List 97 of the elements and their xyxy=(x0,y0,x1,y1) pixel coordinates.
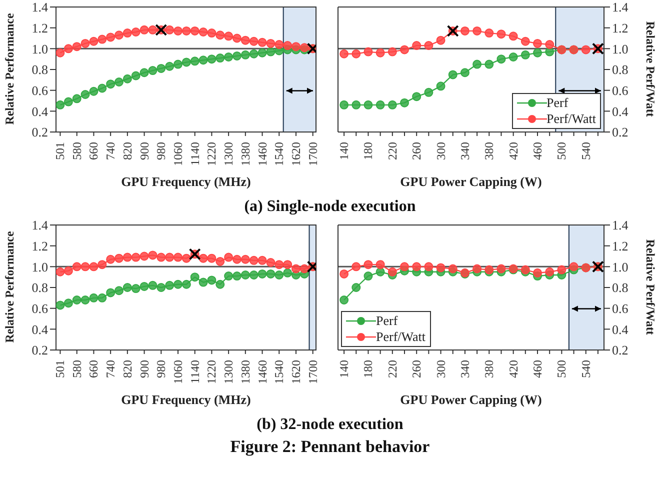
x-tick-label: 820 xyxy=(120,142,134,160)
x-tick-label: 1540 xyxy=(272,360,286,384)
y-axis-title: Relative Performance xyxy=(2,231,18,343)
caption: Figure 2: Pennant behavior xyxy=(229,436,431,458)
x-tick-label: 220 xyxy=(385,142,400,160)
x-tick-label: 420 xyxy=(506,360,520,378)
x-tick-label: 501 xyxy=(53,360,68,378)
y2-tick-label: 1.0 xyxy=(612,259,628,274)
x-tick-label: 460 xyxy=(530,142,544,160)
x-tick-label: 1700 xyxy=(306,142,320,166)
x-tick-label: 580 xyxy=(70,360,84,378)
y2-tick-label: 0.4 xyxy=(612,322,629,337)
x-tick-label: 380 xyxy=(482,142,496,160)
x-tick-label: 220 xyxy=(385,360,400,378)
y-tick-label: 1.4 xyxy=(32,0,48,15)
x-tick-label: 660 xyxy=(86,142,101,160)
x-tick-label: 460 xyxy=(530,360,544,378)
x-tick-label: 1300 xyxy=(222,360,236,384)
y-tick-label: 1.4 xyxy=(32,218,48,233)
x-tick-label: 1220 xyxy=(204,360,219,384)
y2-tick-label: 1.0 xyxy=(612,41,628,56)
y2-tick-label: 0.6 xyxy=(612,82,629,98)
y-tick-label: 0.4 xyxy=(32,322,48,337)
y2-tick-label: 1.2 xyxy=(612,238,628,254)
x-tick-label: 1460 xyxy=(255,142,270,166)
legend-label: Perf/Watt xyxy=(546,111,596,127)
x-tick-label: 500 xyxy=(554,360,569,378)
x-tick-label: 740 xyxy=(104,142,118,160)
x-tick-label: 1620 xyxy=(288,360,303,384)
y-tick-label: 1.2 xyxy=(32,20,48,36)
x-tick-label: 580 xyxy=(70,142,84,160)
y2-tick-label: 0.2 xyxy=(612,124,628,140)
x-tick-label: 1300 xyxy=(222,142,236,166)
x-tick-label: 1060 xyxy=(170,142,185,166)
y-axis-title: Relative Performance xyxy=(2,13,18,125)
x-tick-label: 300 xyxy=(434,360,448,378)
x-tick-label: 1620 xyxy=(288,142,303,166)
x-axis-title: GPU Power Capping (W) xyxy=(399,174,543,190)
y2-tick-label: 1.4 xyxy=(612,0,629,15)
x-tick-label: 1380 xyxy=(238,142,252,166)
x-tick-label: 980 xyxy=(154,142,168,160)
y2-tick-label: 0.6 xyxy=(612,300,629,316)
x-tick-label: 540 xyxy=(578,360,593,378)
x-tick-label: 380 xyxy=(482,360,496,378)
x-tick-label: 1060 xyxy=(170,360,185,384)
x-tick-label: 1140 xyxy=(188,142,202,166)
x-tick-label: 140 xyxy=(337,142,352,160)
x-tick-label: 1700 xyxy=(306,360,320,384)
y-tick-label: 0.6 xyxy=(32,82,48,98)
x-tick-label: 740 xyxy=(104,360,118,378)
legend-label: Perf xyxy=(376,313,398,329)
text: (b) 32-node execution xyxy=(256,415,404,435)
y2-tick-label: 0.2 xyxy=(612,342,628,358)
x-tick-label: 1540 xyxy=(272,142,286,166)
y2-tick-label: 1.4 xyxy=(612,218,629,233)
y-tick-label: 0.4 xyxy=(32,104,48,119)
x-tick-label: 1460 xyxy=(255,360,270,384)
y-tick-label: 0.2 xyxy=(32,124,48,140)
y-tick-label: 0.6 xyxy=(32,300,48,316)
x-tick-label: 540 xyxy=(578,142,593,160)
x-tick-label: 1140 xyxy=(188,360,202,384)
y-tick-label: 1.2 xyxy=(32,238,48,254)
legend-label: Perf xyxy=(546,95,568,111)
x-tick-label: 180 xyxy=(361,142,376,160)
y2-tick-label: 0.4 xyxy=(612,104,629,119)
x-tick-label: 260 xyxy=(410,142,424,160)
y-tick-label: 0.2 xyxy=(32,342,48,358)
x-axis-title: GPU Frequency (MHz) xyxy=(120,392,252,408)
y-tick-label: 0.8 xyxy=(32,280,48,296)
x-tick-label: 660 xyxy=(86,360,101,378)
y2-tick-label: 0.8 xyxy=(612,62,628,78)
x-axis-title: GPU Power Capping (W) xyxy=(399,392,543,408)
x-tick-label: 180 xyxy=(361,360,376,378)
y-tick-label: 0.8 xyxy=(32,62,48,78)
x-tick-label: 420 xyxy=(506,142,520,160)
legend-label: Perf/Watt xyxy=(376,329,426,345)
x-tick-label: 900 xyxy=(137,360,152,378)
x-tick-label: 501 xyxy=(53,142,68,160)
y2-axis-title: Relative Perf/Watt xyxy=(642,239,658,335)
x-tick-label: 1380 xyxy=(238,360,252,384)
y-tick-label: 1.0 xyxy=(32,259,48,274)
x-tick-label: 300 xyxy=(434,142,448,160)
x-axis-title: GPU Frequency (MHz) xyxy=(120,174,252,190)
text: (a) Single-node execution xyxy=(243,197,417,217)
y-tick-label: 1.0 xyxy=(32,41,48,56)
x-tick-label: 900 xyxy=(137,142,152,160)
x-tick-label: 340 xyxy=(458,142,472,160)
x-tick-label: 1220 xyxy=(204,142,219,166)
x-tick-label: 820 xyxy=(120,360,134,378)
x-tick-label: 260 xyxy=(410,360,424,378)
y2-axis-title: Relative Perf/Watt xyxy=(642,21,658,117)
y2-tick-label: 0.8 xyxy=(612,280,628,296)
x-tick-label: 340 xyxy=(458,360,472,378)
x-tick-label: 980 xyxy=(154,360,168,378)
x-tick-label: 140 xyxy=(337,360,352,378)
y2-tick-label: 1.2 xyxy=(612,20,628,36)
x-tick-label: 500 xyxy=(554,142,569,160)
